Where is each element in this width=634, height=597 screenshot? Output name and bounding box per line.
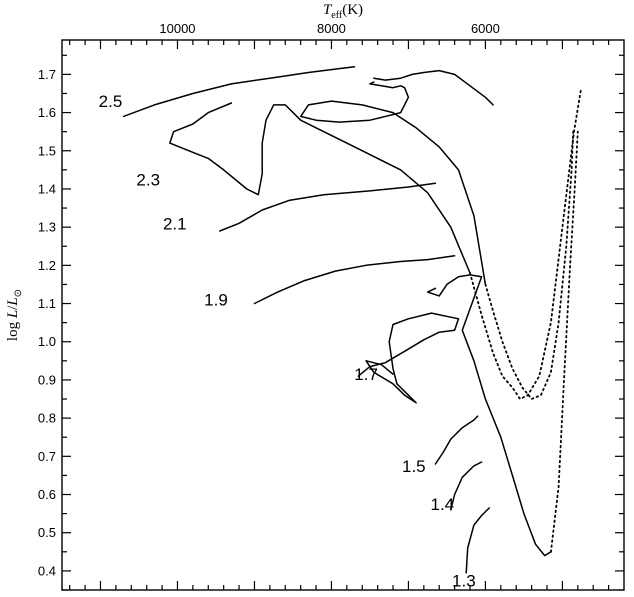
tick-labels: 0.40.50.60.70.80.91.01.11.21.31.41.51.61… bbox=[38, 21, 500, 578]
y-tick-label: 1.3 bbox=[38, 220, 56, 235]
mass-label-1-5: 1.5 bbox=[402, 457, 426, 476]
y-tick-label: 1.1 bbox=[38, 296, 56, 311]
track-2-5-dotted bbox=[484, 130, 575, 400]
track-2-3 bbox=[169, 102, 471, 274]
y-tick-label: 1.0 bbox=[38, 334, 56, 349]
axis-ticks bbox=[62, 40, 624, 591]
track-2-5 bbox=[373, 69, 494, 106]
track-1-7-dotted bbox=[550, 130, 579, 553]
y-tick-label: 1.7 bbox=[38, 67, 56, 82]
track-1-4 bbox=[450, 461, 483, 511]
x-axis-title: Teff(K) bbox=[323, 2, 363, 21]
mass-label-2-1: 2.1 bbox=[163, 214, 187, 233]
track-2-5 bbox=[122, 65, 356, 118]
y-tick-label: 0.5 bbox=[38, 525, 56, 540]
y-tick-label: 1.2 bbox=[38, 258, 56, 273]
track-1-7 bbox=[426, 274, 552, 557]
y-tick-label: 0.4 bbox=[38, 563, 56, 578]
mass-label-1-3: 1.3 bbox=[452, 571, 476, 590]
track-1-9 bbox=[253, 255, 456, 305]
y-tick-label: 0.8 bbox=[38, 411, 56, 426]
mass-label-1-4: 1.4 bbox=[430, 495, 454, 514]
mass-labels: 2.5 2.3 2.1 1.9 1.7 1.51.4 1.3 bbox=[99, 92, 476, 590]
y-axis-title: log L/L⊙ bbox=[5, 289, 24, 341]
y-tick-label: 0.6 bbox=[38, 487, 56, 502]
track-2-5 bbox=[299, 81, 487, 286]
track-1-7 bbox=[357, 312, 460, 404]
mass-label-2-5: 2.5 bbox=[99, 92, 123, 111]
mass-label-1-9: 1.9 bbox=[204, 291, 228, 310]
track-1-3 bbox=[465, 507, 491, 574]
y-tick-label: 1.5 bbox=[38, 143, 56, 158]
mass-label-1-7: 1.7 bbox=[354, 365, 378, 384]
track-2-1 bbox=[219, 182, 437, 232]
x-axis-title-text: Teff(K) bbox=[323, 2, 363, 21]
y-tick-label: 0.7 bbox=[38, 449, 56, 464]
x-tick-label: 8000 bbox=[317, 21, 346, 36]
mass-label-2-3: 2.3 bbox=[136, 170, 160, 189]
track-1-5 bbox=[434, 415, 479, 465]
x-tick-label: 6000 bbox=[471, 21, 500, 36]
y-tick-label: 1.6 bbox=[38, 105, 56, 120]
y-tick-label: 1.4 bbox=[38, 181, 56, 196]
evolutionary-tracks bbox=[122, 65, 582, 574]
y-axis-title-text: log L/L⊙ bbox=[5, 289, 24, 341]
track-2-3-dotted bbox=[469, 88, 582, 400]
x-tick-label: 10000 bbox=[159, 21, 195, 36]
plot-frame bbox=[61, 39, 625, 591]
y-tick-label: 0.9 bbox=[38, 372, 56, 387]
